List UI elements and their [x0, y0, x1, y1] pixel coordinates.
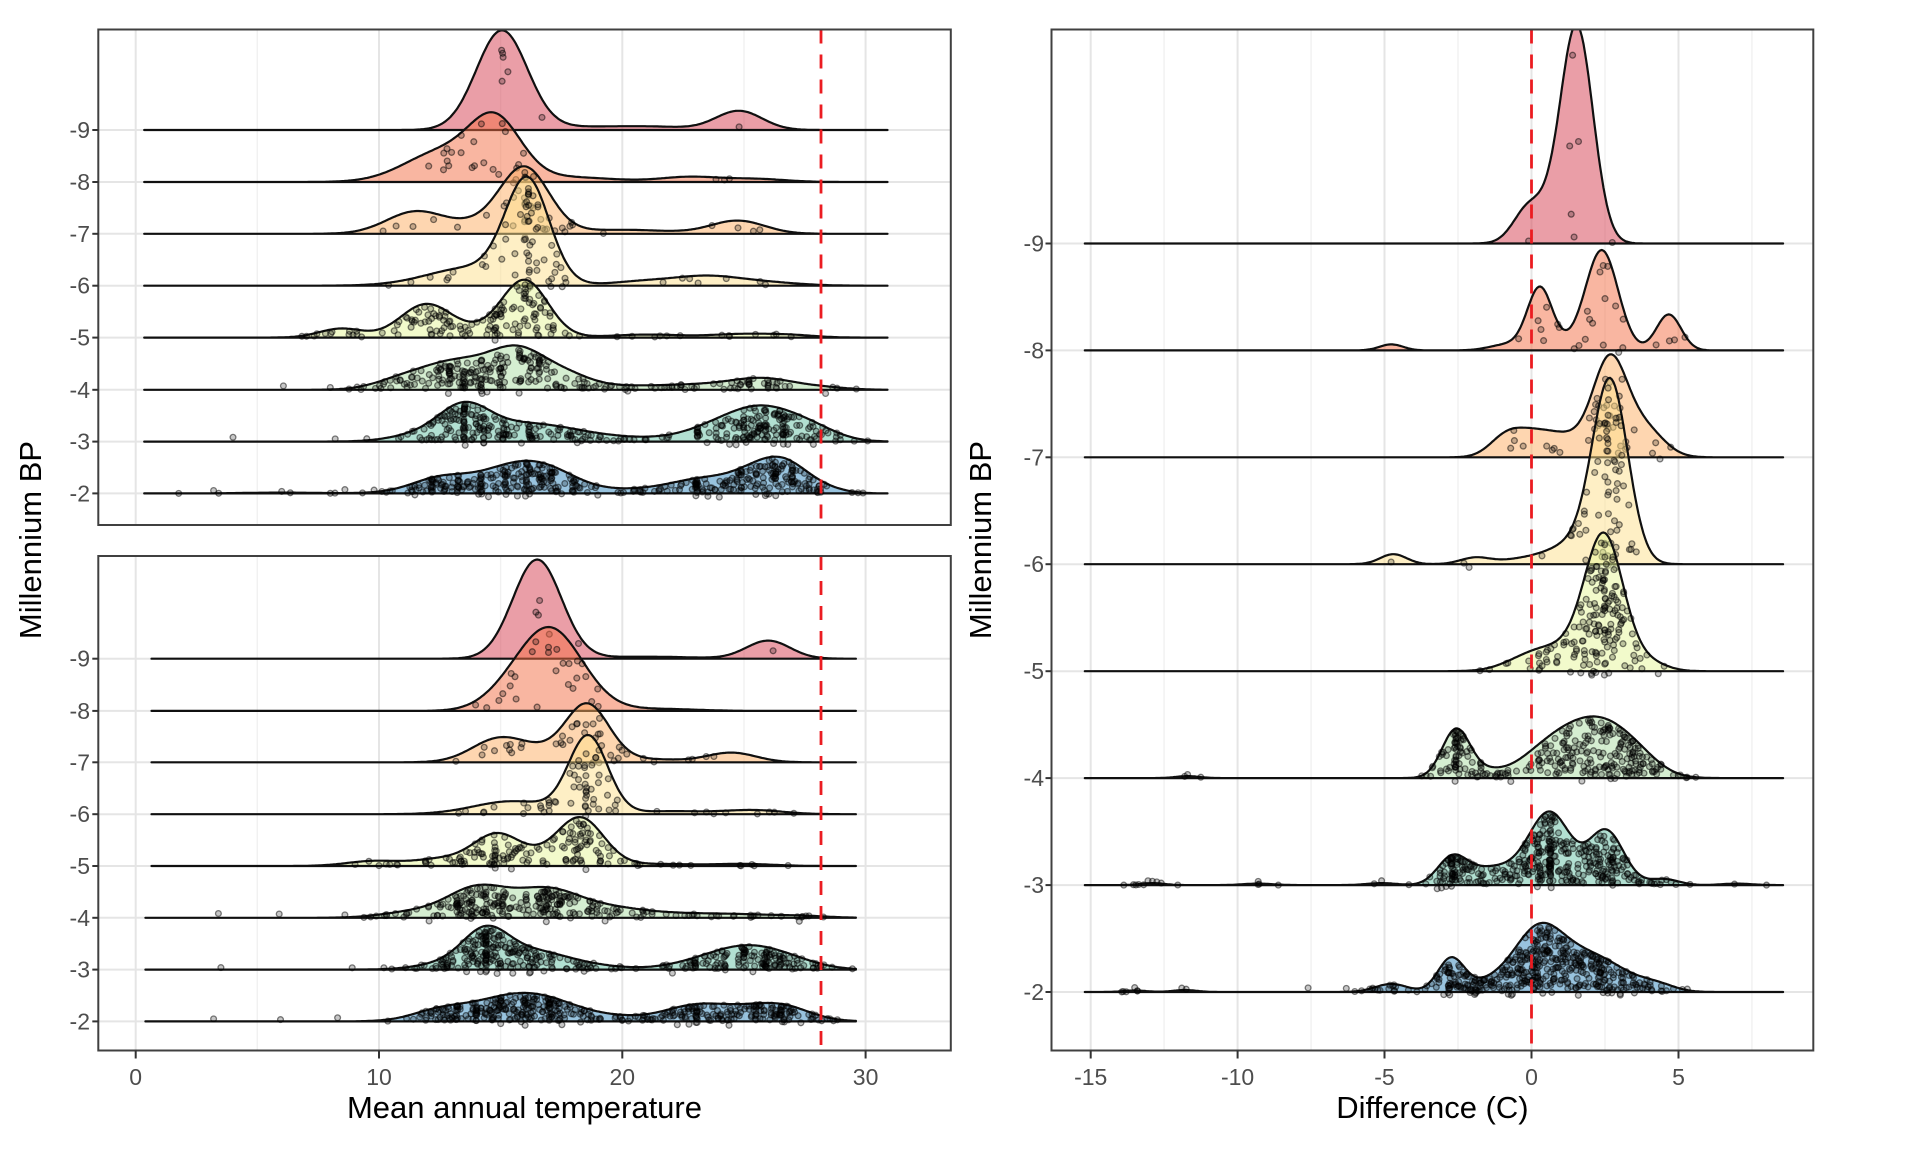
svg-text:30: 30 — [853, 1064, 879, 1090]
svg-text:Difference (C): Difference (C) — [1336, 1090, 1528, 1125]
svg-text:0: 0 — [1525, 1064, 1538, 1090]
svg-text:-8: -8 — [1024, 337, 1044, 363]
svg-text:-7: -7 — [1024, 444, 1044, 470]
svg-text:5: 5 — [1672, 1064, 1685, 1090]
svg-text:-5: -5 — [1024, 658, 1044, 684]
svg-text:-8: -8 — [70, 698, 90, 724]
svg-text:0: 0 — [129, 1064, 142, 1090]
svg-text:-9: -9 — [70, 117, 90, 143]
svg-text:-15: -15 — [1074, 1064, 1107, 1090]
svg-text:Millennium BP: Millennium BP — [963, 441, 998, 639]
svg-text:-6: -6 — [1024, 551, 1044, 577]
svg-text:-5: -5 — [70, 325, 90, 351]
svg-text:-9: -9 — [1024, 231, 1044, 257]
svg-text:-6: -6 — [70, 273, 90, 299]
svg-text:-9: -9 — [70, 646, 90, 672]
svg-text:Millennium BP: Millennium BP — [13, 441, 48, 639]
svg-text:-10: -10 — [1221, 1064, 1254, 1090]
svg-text:-3: -3 — [70, 429, 90, 455]
svg-text:-5: -5 — [1374, 1064, 1394, 1090]
svg-text:-2: -2 — [70, 480, 90, 506]
svg-text:10: 10 — [366, 1064, 392, 1090]
svg-text:-3: -3 — [1024, 872, 1044, 898]
svg-text:-4: -4 — [70, 377, 91, 403]
svg-text:-2: -2 — [70, 1008, 90, 1034]
svg-text:-2: -2 — [1024, 979, 1044, 1005]
svg-text:-4: -4 — [1024, 765, 1045, 791]
svg-text:-7: -7 — [70, 221, 90, 247]
svg-text:-7: -7 — [70, 749, 90, 775]
svg-text:-6: -6 — [70, 801, 90, 827]
svg-text:-8: -8 — [70, 169, 90, 195]
svg-text:Mean annual temperature: Mean annual temperature — [347, 1090, 702, 1125]
svg-text:-5: -5 — [70, 853, 90, 879]
svg-text:20: 20 — [610, 1064, 636, 1090]
svg-text:-3: -3 — [70, 957, 90, 983]
svg-text:-4: -4 — [70, 905, 91, 931]
